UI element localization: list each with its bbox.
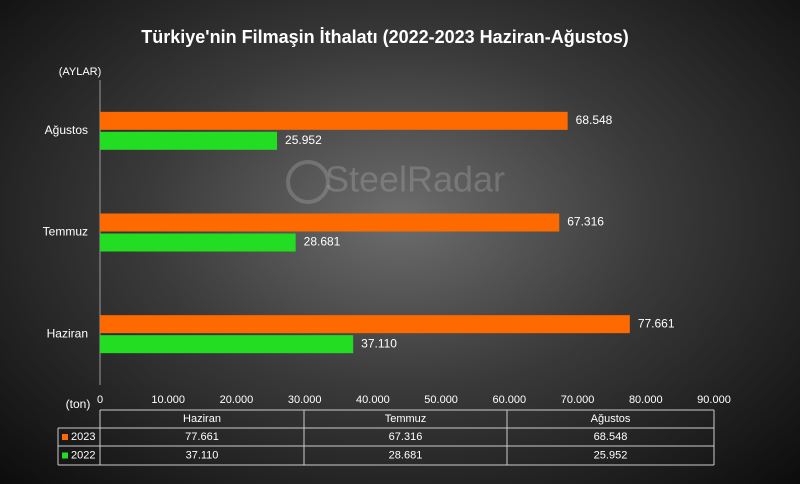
table-header: Ağustos — [591, 413, 631, 425]
x-tick-label: 80.000 — [629, 394, 663, 406]
bar — [100, 233, 296, 252]
watermark-logo — [286, 160, 330, 204]
bar — [100, 111, 568, 130]
bar — [100, 315, 630, 334]
value-label: 67.316 — [567, 215, 604, 229]
x-tick-label: 20.000 — [220, 394, 254, 406]
table-header: Haziran — [183, 413, 221, 425]
x-tick-label: 30.000 — [288, 394, 322, 406]
y-tick-label: Haziran — [47, 326, 88, 340]
bar — [100, 213, 560, 232]
x-tick-label: 70.000 — [561, 394, 595, 406]
value-label: 25.952 — [285, 133, 322, 147]
value-label: 37.110 — [361, 336, 397, 350]
chart-title: Türkiye'nin Filmaşin İthalatı (2022-2023… — [141, 27, 628, 47]
table-cell: 28.681 — [389, 449, 423, 461]
x-axis-label: (ton) — [66, 397, 91, 411]
value-label: 77.661 — [638, 316, 675, 330]
table-cell: 25.952 — [594, 449, 628, 461]
x-tick-label: 40.000 — [356, 394, 390, 406]
table-cell: 67.316 — [389, 431, 423, 443]
bar — [100, 131, 278, 150]
x-tick-label: 60.000 — [493, 394, 527, 406]
value-label: 68.548 — [576, 113, 613, 127]
y-tick-label: Ağustos — [45, 123, 88, 137]
legend-label: 2022 — [71, 449, 95, 461]
table-cell: 77.661 — [185, 431, 219, 443]
x-tick-label: 90.000 — [697, 394, 731, 406]
bar — [100, 335, 354, 354]
value-label: 28.681 — [304, 235, 341, 249]
y-tick-label: Temmuz — [43, 225, 88, 239]
x-tick-label: 50.000 — [424, 394, 458, 406]
legend-label: 2023 — [71, 431, 95, 443]
table-cell: 68.548 — [594, 431, 628, 443]
table-cell: 37.110 — [186, 449, 219, 461]
x-tick-label: 10.000 — [151, 394, 185, 406]
legend-swatch — [62, 434, 68, 440]
y-axis-label: (AYLAR) — [59, 66, 102, 78]
legend-swatch — [62, 452, 68, 459]
x-tick-label: 0 — [97, 394, 103, 406]
table-header: Temmuz — [385, 413, 427, 425]
watermark: SteelRadar — [325, 159, 505, 200]
